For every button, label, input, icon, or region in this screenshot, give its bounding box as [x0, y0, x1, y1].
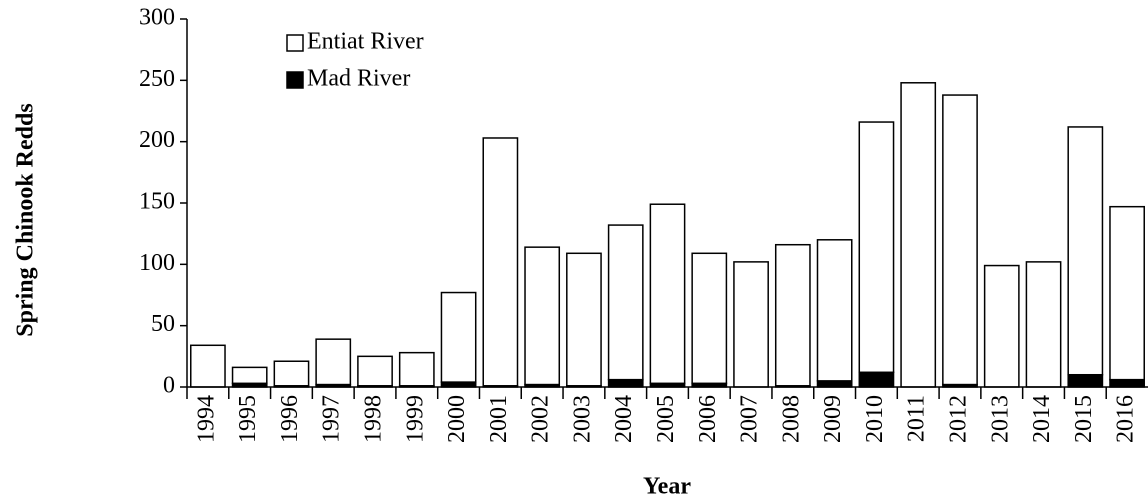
bar-segment — [816, 239, 853, 382]
legend-swatch — [286, 34, 304, 52]
bar-segment — [357, 355, 393, 387]
bar-segment — [691, 252, 728, 385]
x-tick-label: 1994 — [193, 395, 219, 443]
bar-segment — [1067, 126, 1104, 376]
bar-segment — [858, 371, 895, 388]
x-tick-label: 2008 — [778, 395, 804, 443]
legend-label: Mad River — [307, 66, 410, 92]
x-axis-title: Year — [643, 474, 691, 500]
bar-segment — [273, 360, 310, 387]
x-tick-label: 2011 — [904, 395, 930, 442]
y-tick-label: 100 — [139, 250, 175, 276]
x-tick-label: 2009 — [820, 395, 846, 443]
x-tick-label: 2003 — [569, 395, 595, 443]
bar-segment — [942, 94, 978, 386]
y-tick-label: 150 — [139, 189, 175, 215]
x-tick-label: 2013 — [987, 395, 1013, 443]
bar-segment — [566, 252, 602, 387]
bar-segment — [524, 246, 561, 386]
x-tick-label: 1999 — [402, 395, 428, 443]
bar-segment — [482, 137, 519, 387]
bar-segment — [983, 264, 1020, 388]
y-tick-label: 250 — [139, 66, 175, 92]
bar-segment — [816, 380, 853, 388]
x-tick-label: 1997 — [319, 395, 345, 443]
bar-segment — [1025, 261, 1062, 388]
x-tick-label: 1995 — [235, 395, 261, 443]
bar-segment — [315, 338, 352, 386]
bar-segment — [1109, 205, 1145, 381]
x-tick-label: 2002 — [528, 395, 554, 443]
legend-label: Entiat River — [307, 29, 424, 55]
x-tick-label: 2012 — [945, 395, 971, 443]
bar-segment — [900, 82, 937, 388]
bar-segment — [231, 366, 268, 385]
bar-segment — [190, 344, 226, 388]
x-tick-label: 1998 — [361, 395, 387, 443]
x-tick-label: 2007 — [737, 395, 763, 443]
x-tick-label: 2001 — [486, 395, 512, 443]
legend-swatch — [286, 71, 304, 89]
bar-segment — [649, 203, 686, 385]
bar-segment — [440, 291, 477, 383]
y-tick-label: 0 — [163, 373, 175, 399]
x-tick-label: 2015 — [1071, 395, 1097, 443]
bar-segment — [1067, 373, 1104, 388]
x-tick-label: 2014 — [1029, 395, 1055, 443]
y-axis-title: Spring Chinook Redds — [13, 103, 39, 336]
bar-segment — [733, 261, 769, 388]
x-tick-label: 2010 — [862, 395, 888, 443]
y-tick-label: 200 — [139, 127, 175, 153]
x-tick-label: 2006 — [695, 395, 721, 443]
bar-segment — [607, 378, 644, 388]
x-tick-label: 2004 — [611, 395, 637, 443]
bar-segment — [607, 224, 644, 381]
x-tick-label: 2016 — [1113, 395, 1139, 443]
x-tick-label: 2000 — [444, 395, 470, 443]
bar-segment — [858, 121, 895, 374]
x-tick-label: 1996 — [277, 395, 303, 443]
bar-segment — [774, 243, 811, 387]
x-tick-label: 2005 — [653, 395, 679, 443]
y-tick-label: 300 — [139, 5, 175, 31]
bar-segment — [1109, 378, 1145, 388]
y-tick-label: 50 — [151, 311, 175, 337]
bar-segment — [398, 351, 435, 387]
